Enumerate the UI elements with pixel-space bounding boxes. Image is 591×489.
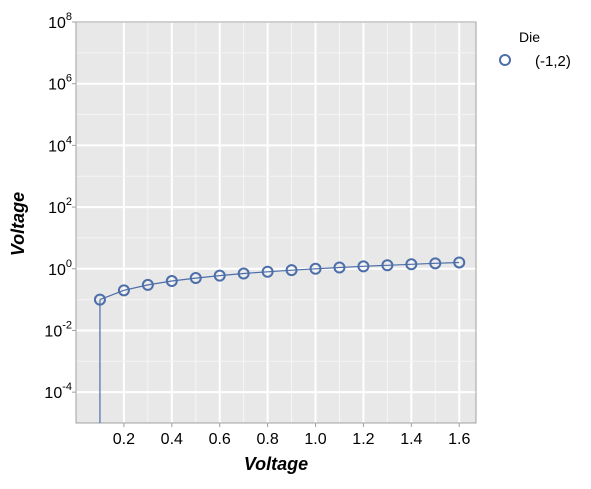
legend-marker bbox=[499, 54, 511, 66]
series-line bbox=[99, 261, 460, 301]
y-tick-label: 102 bbox=[48, 196, 72, 217]
y-tick-label: 108 bbox=[48, 11, 72, 32]
data-point bbox=[333, 261, 346, 274]
x-tick-label: 1.0 bbox=[304, 431, 326, 448]
x-tick-label: 1.2 bbox=[352, 431, 374, 448]
x-tick-label: 0.8 bbox=[256, 431, 278, 448]
legend: Die (-1,2) bbox=[499, 29, 571, 70]
legend-title: Die bbox=[519, 29, 540, 45]
data-point bbox=[357, 260, 370, 273]
data-point bbox=[165, 275, 178, 288]
y-tick-label: 10-4 bbox=[44, 381, 72, 402]
data-point bbox=[309, 262, 322, 275]
x-tick-label: 1.4 bbox=[400, 431, 422, 448]
y-tick-label: 104 bbox=[48, 134, 72, 155]
data-point bbox=[261, 265, 274, 278]
y-tick-label: 100 bbox=[48, 258, 72, 279]
data-point bbox=[117, 284, 130, 297]
data-point bbox=[453, 256, 466, 269]
x-axis-ticks: 0.2 0.4 0.6 0.8 1.0 1.2 1.4 1.6 bbox=[113, 423, 470, 448]
data-point bbox=[429, 257, 442, 270]
x-tick-label: 0.2 bbox=[113, 431, 135, 448]
legend-label: (-1,2) bbox=[535, 53, 571, 70]
x-tick-label: 1.6 bbox=[448, 431, 470, 448]
x-axis-title: Voltage bbox=[244, 454, 308, 474]
data-point bbox=[93, 293, 106, 306]
data-point bbox=[189, 272, 202, 285]
data-point bbox=[237, 267, 250, 280]
data-point bbox=[405, 258, 418, 271]
y-axis-title: Voltage bbox=[8, 192, 28, 256]
x-tick-label: 0.6 bbox=[209, 431, 231, 448]
series-layer bbox=[93, 256, 466, 423]
y-tick-label: 10-2 bbox=[44, 319, 72, 340]
y-tick-label: 106 bbox=[48, 73, 72, 94]
plot-area-background bbox=[76, 22, 476, 423]
y-axis-ticks: 10-4 10-2 100 102 104 106 108 bbox=[44, 11, 76, 402]
data-point bbox=[141, 278, 154, 291]
data-point bbox=[213, 269, 226, 282]
data-point bbox=[285, 264, 298, 277]
data-point bbox=[381, 259, 394, 272]
plot-area-border bbox=[75, 21, 477, 424]
x-tick-label: 0.4 bbox=[161, 431, 183, 448]
